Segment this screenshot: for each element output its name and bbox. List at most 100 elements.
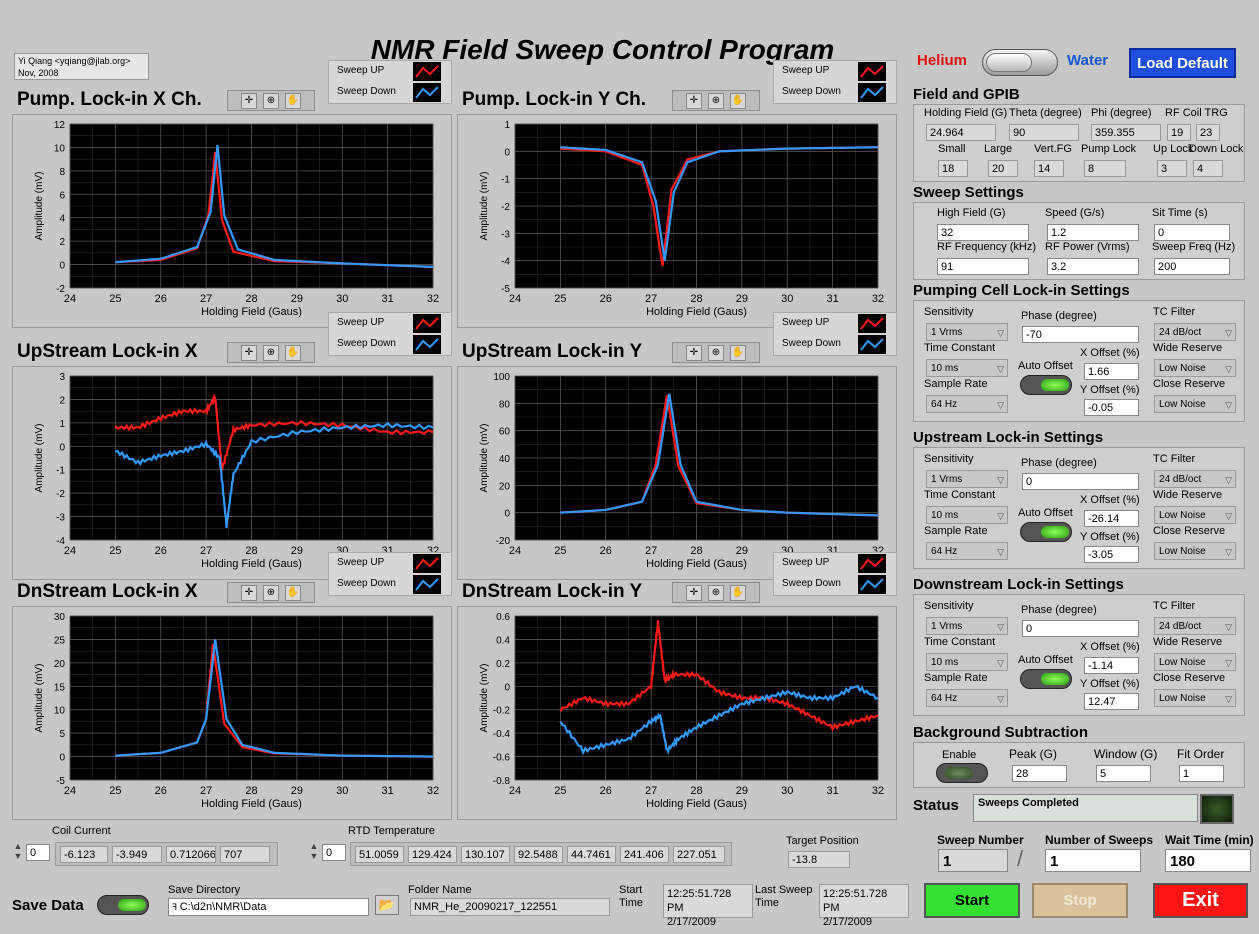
chart-title: UpStream Lock-in X [17,341,198,362]
tc-filter-select[interactable]: 24 dB/oct ▽ [1154,617,1236,635]
x-offset-input[interactable]: -1.14 [1084,657,1139,674]
chevron-down-icon: ▽ [1225,475,1232,485]
tc-filter-select[interactable]: 24 dB/oct ▽ [1154,470,1236,488]
x-tick-label: 27 [200,293,212,305]
pan-hand-icon[interactable]: ✋ [285,92,301,109]
peak-input[interactable]: 28 [1012,765,1067,782]
zoom-icon[interactable]: ⊕ [708,584,724,601]
tc-filter-select[interactable]: 24 dB/oct ▽ [1154,323,1236,341]
plot-area[interactable]: 24 25 26 27 28 29 30 31 32 0.6 0.4 0.2 0 -0.2 -0.4 -0.6… [458,607,896,819]
load-default-button[interactable]: Load Default [1129,48,1236,78]
zoom-icon[interactable]: ⊕ [263,584,279,601]
crosshair-cursor-icon[interactable]: ✛ [686,344,702,361]
theta-value: 90 [1009,124,1079,141]
plot-area[interactable]: 24 25 26 27 28 29 30 31 32-20020406080100Holding… [458,367,896,579]
close-reserve-select[interactable]: Low Noise ▽ [1154,542,1236,560]
crosshair-cursor-icon[interactable]: ✛ [686,584,702,601]
sample-rate-select[interactable]: 64 Hz ▽ [926,689,1008,707]
browse-folder-icon[interactable]: 📂 [375,895,399,915]
crosshair-cursor-icon[interactable]: ✛ [241,584,257,601]
crosshair-cursor-icon[interactable]: ✛ [686,92,702,109]
sweep-freq-label: Sweep Freq (Hz) [1152,241,1236,253]
stop-button[interactable]: Stop [1032,883,1128,918]
wide-reserve-select[interactable]: Low Noise ▽ [1154,506,1236,524]
sit-time-input[interactable]: 0 [1154,224,1230,241]
y-tick-label: 0 [59,442,65,453]
rf-power-input[interactable]: 3.2 [1047,258,1139,275]
pan-hand-icon[interactable]: ✋ [285,584,301,601]
holding-field-label: Holding Field (G) [924,107,1008,119]
x-offset-input[interactable]: 1.66 [1084,363,1139,380]
time-constant-select[interactable]: 10 ms ▽ [926,506,1008,524]
high-field-input[interactable]: 32 [937,224,1029,241]
crosshair-cursor-icon[interactable]: ✛ [241,92,257,109]
x-offset-input[interactable]: -26.14 [1084,510,1139,527]
wide-reserve-value: Low Noise [1159,657,1206,668]
time-constant-select[interactable]: 10 ms ▽ [926,653,1008,671]
sample-rate-select[interactable]: 64 Hz ▽ [926,542,1008,560]
rtd-index-stepper[interactable]: ▲ ▼ [309,841,319,861]
x-tick-label: 28 [690,293,702,305]
sensitivity-select[interactable]: 1 Vrms ▽ [926,323,1008,341]
wide-reserve-select[interactable]: Low Noise ▽ [1154,653,1236,671]
phase-input[interactable]: 0 [1022,473,1139,490]
series-line-sweep-up [560,393,879,517]
plot-area[interactable]: 24 25 26 27 28 29 30 31 32 -5 0 5 10 15 20 25 30 Holding … [13,607,451,819]
phase-input[interactable]: 0 [1022,620,1139,637]
window-input[interactable]: 5 [1096,765,1151,782]
save-data-toggle[interactable] [97,895,149,915]
pan-hand-icon[interactable]: ✋ [730,584,746,601]
small-value: 18 [938,160,968,177]
pan-hand-icon[interactable]: ✋ [285,344,301,361]
sensitivity-select[interactable]: 1 Vrms ▽ [926,470,1008,488]
phase-input[interactable]: -70 [1022,326,1139,343]
auto-offset-button[interactable] [1020,669,1072,689]
y-offset-input[interactable]: 12.47 [1084,693,1139,710]
coil-index-input[interactable]: 0 [26,844,50,861]
crosshair-cursor-icon[interactable]: ✛ [241,344,257,361]
legend-down-line [860,578,884,591]
plot-area[interactable]: 24 25 26 27 28 29 30 31 32 -5 -4 -3 -2 -1 0 1 Holding Fi… [458,115,896,327]
zoom-icon[interactable]: ⊕ [263,344,279,361]
close-reserve-select[interactable]: Low Noise ▽ [1154,395,1236,413]
x-tick-label: 31 [382,293,394,305]
rf-frequency-input[interactable]: 91 [937,258,1029,275]
x-tick-label: 30 [781,785,793,797]
start-button[interactable]: Start [924,883,1020,918]
chevron-down-icon: ▽ [1225,547,1232,557]
coil-index-stepper[interactable]: ▲ ▼ [13,841,23,861]
legend-up-line [415,557,439,570]
graph-palette: ✛ ⊕ ✋ [672,342,760,363]
speed-input[interactable]: 1.2 [1047,224,1139,241]
zoom-icon[interactable]: ⊕ [263,92,279,109]
pan-hand-icon[interactable]: ✋ [730,92,746,109]
y-offset-input[interactable]: -3.05 [1084,546,1139,563]
time-constant-select[interactable]: 10 ms ▽ [926,359,1008,377]
legend-sweep-down: Sweep Down [782,86,841,97]
fit-order-input[interactable]: 1 [1179,765,1224,782]
zoom-icon[interactable]: ⊕ [708,92,724,109]
sample-rate-select[interactable]: 64 Hz ▽ [926,395,1008,413]
number-of-sweeps-input[interactable]: 1 [1045,849,1141,872]
sweep-freq-input[interactable]: 200 [1154,258,1230,275]
time-constant-label: Time Constant [924,489,996,501]
x-tick-label: 27 [200,785,212,797]
helium-water-toggle[interactable] [982,49,1058,76]
x-offset-label: X Offset (%) [1080,641,1140,653]
y-offset-input[interactable]: -0.05 [1084,399,1139,416]
pan-hand-icon[interactable]: ✋ [730,344,746,361]
auto-offset-button[interactable] [1020,522,1072,542]
enable-toggle[interactable] [936,763,988,783]
sensitivity-select[interactable]: 1 Vrms ▽ [926,617,1008,635]
rtd-index-input[interactable]: 0 [322,844,346,861]
save-directory-input[interactable]: ꟻ C:\d2n\NMR\Data [168,898,369,916]
wide-reserve-select[interactable]: Low Noise ▽ [1154,359,1236,377]
zoom-icon[interactable]: ⊕ [708,344,724,361]
exit-button[interactable]: Exit [1153,883,1248,918]
y-tick-label: -5 [501,284,510,295]
auto-offset-button[interactable] [1020,375,1072,395]
wait-time-input[interactable]: 180 [1165,849,1251,872]
close-reserve-select[interactable]: Low Noise ▽ [1154,689,1236,707]
